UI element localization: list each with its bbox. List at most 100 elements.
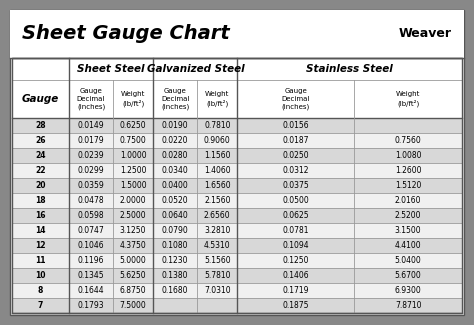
Text: 0.1875: 0.1875 [283,301,309,310]
Bar [12,58,462,313]
Text: 20: 20 [36,181,46,190]
Text: 18: 18 [35,196,46,205]
Bar [12,178,462,193]
Text: 0.0359: 0.0359 [78,181,104,190]
Text: 0.0640: 0.0640 [162,211,189,220]
Text: 3.1250: 3.1250 [120,226,146,235]
Text: 26: 26 [36,136,46,145]
Text: 7.8710: 7.8710 [395,301,421,310]
Text: 0.0400: 0.0400 [162,181,189,190]
Bar [12,253,462,268]
Text: 7: 7 [38,301,43,310]
Text: 2.0160: 2.0160 [395,196,421,205]
Text: 0.0375: 0.0375 [283,181,309,190]
Text: 0.0478: 0.0478 [78,196,104,205]
Text: 0.0781: 0.0781 [283,226,309,235]
Text: Stainless Steel: Stainless Steel [306,64,393,74]
Text: 0.0156: 0.0156 [283,121,309,130]
Bar [12,163,462,178]
Text: 0.7810: 0.7810 [204,121,230,130]
Text: 0.1250: 0.1250 [283,256,309,265]
Text: Gauge: Gauge [22,94,59,104]
Bar [12,208,462,223]
Text: 7.5000: 7.5000 [120,301,146,310]
Text: 1.5120: 1.5120 [395,181,421,190]
Text: 14: 14 [36,226,46,235]
Text: 28: 28 [35,121,46,130]
Text: 2.0000: 2.0000 [120,196,146,205]
Text: 0.0299: 0.0299 [78,166,104,175]
Text: 0.1345: 0.1345 [78,271,104,280]
Bar [12,268,462,283]
Text: 2.6560: 2.6560 [204,211,230,220]
Text: 0.0500: 0.0500 [283,196,309,205]
Text: 1.0080: 1.0080 [395,151,421,160]
Text: 24: 24 [36,151,46,160]
Text: 2.5200: 2.5200 [395,211,421,220]
Text: 10: 10 [36,271,46,280]
Text: 5.0400: 5.0400 [395,256,421,265]
Text: Weight
(lb/ft²): Weight (lb/ft²) [205,91,229,107]
Text: 0.0747: 0.0747 [78,226,104,235]
Text: 1.5000: 1.5000 [120,181,146,190]
Bar [12,133,462,148]
Text: 0.0179: 0.0179 [78,136,104,145]
Text: 0.0520: 0.0520 [162,196,189,205]
Text: 1.6560: 1.6560 [204,181,230,190]
Text: 1.0000: 1.0000 [120,151,146,160]
Text: Sheet Gauge Chart: Sheet Gauge Chart [22,23,230,43]
Text: 6.9300: 6.9300 [395,286,421,295]
Text: 0.0280: 0.0280 [162,151,189,160]
Text: 7.0310: 7.0310 [204,286,230,295]
Bar [12,223,462,238]
Text: 5.0000: 5.0000 [120,256,146,265]
Bar [12,193,462,208]
Bar [12,238,462,253]
Text: 0.1719: 0.1719 [283,286,309,295]
Text: 0.0250: 0.0250 [283,151,309,160]
Text: 0.1680: 0.1680 [162,286,189,295]
Bar [12,298,462,313]
Text: 1.4060: 1.4060 [204,166,230,175]
Text: 3.2810: 3.2810 [204,226,230,235]
Text: 0.7500: 0.7500 [120,136,146,145]
Text: 1.1560: 1.1560 [204,151,230,160]
Text: 0.1380: 0.1380 [162,271,189,280]
Text: 0.0625: 0.0625 [283,211,309,220]
Text: 6.8750: 6.8750 [120,286,146,295]
Text: 0.1080: 0.1080 [162,241,189,250]
Text: 0.1094: 0.1094 [283,241,309,250]
Text: 8: 8 [38,286,43,295]
Text: 0.7560: 0.7560 [395,136,421,145]
Text: 0.1046: 0.1046 [78,241,104,250]
Text: Gauge
Decimal
(inches): Gauge Decimal (inches) [282,88,310,110]
Text: 16: 16 [36,211,46,220]
Text: 0.0312: 0.0312 [283,166,309,175]
Text: 4.3750: 4.3750 [120,241,146,250]
Text: 4.5310: 4.5310 [204,241,230,250]
Text: 0.6250: 0.6250 [120,121,146,130]
Text: 4.4100: 4.4100 [395,241,421,250]
Text: 0.0149: 0.0149 [78,121,104,130]
Text: 0.0239: 0.0239 [78,151,104,160]
Text: 5.7810: 5.7810 [204,271,230,280]
Text: 1.2600: 1.2600 [395,166,421,175]
Text: Weight
(lb/ft²): Weight (lb/ft²) [396,91,420,107]
Text: 0.1644: 0.1644 [78,286,104,295]
Text: Galvanized Steel: Galvanized Steel [146,64,244,74]
Text: Weaver: Weaver [399,27,452,40]
Text: 5.1560: 5.1560 [204,256,230,265]
Text: 5.6250: 5.6250 [120,271,146,280]
Text: 0.0220: 0.0220 [162,136,189,145]
Text: 0.1406: 0.1406 [283,271,309,280]
Text: 0.9060: 0.9060 [204,136,231,145]
Text: 2.5000: 2.5000 [120,211,146,220]
Text: Gauge
Decimal
(inches): Gauge Decimal (inches) [161,88,190,110]
Text: 11: 11 [36,256,46,265]
Text: Sheet Steel: Sheet Steel [77,64,145,74]
Text: 0.1230: 0.1230 [162,256,189,265]
Text: 0.0790: 0.0790 [162,226,189,235]
Text: 0.1196: 0.1196 [78,256,104,265]
Text: 22: 22 [36,166,46,175]
Text: 0.0340: 0.0340 [162,166,189,175]
